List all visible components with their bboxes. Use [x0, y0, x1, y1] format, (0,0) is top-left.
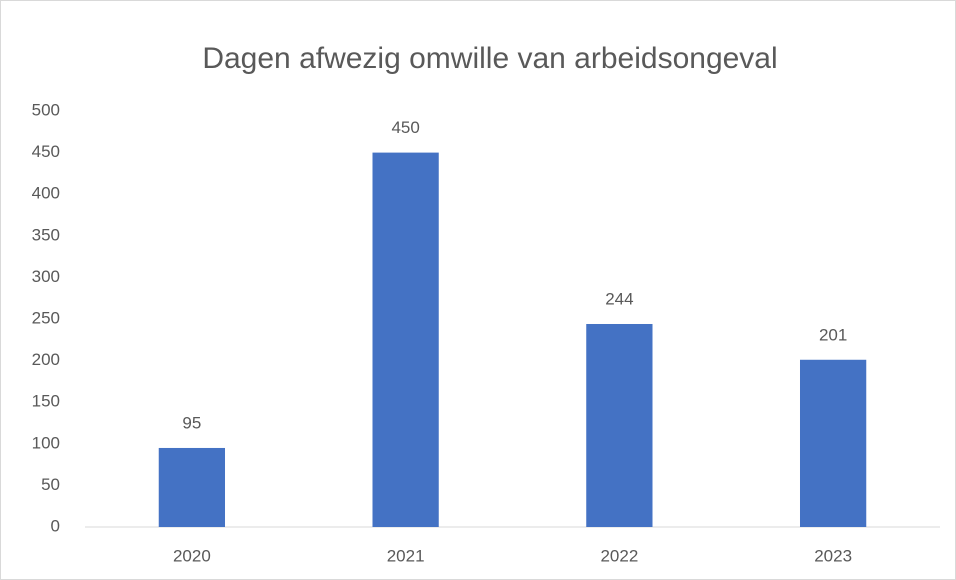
x-tick-label: 2023 — [814, 546, 852, 565]
y-tick-label: 50 — [41, 475, 60, 494]
chart-title: Dagen afwezig omwille van arbeidsongeval — [202, 42, 777, 75]
x-tick-label: 2021 — [387, 546, 425, 565]
data-label: 450 — [391, 118, 419, 137]
bar — [799, 359, 867, 527]
data-label: 95 — [182, 413, 201, 432]
y-tick-label: 450 — [32, 142, 60, 161]
y-tick-label: 400 — [32, 184, 60, 203]
y-tick-label: 100 — [32, 433, 60, 452]
y-tick-label: 0 — [51, 516, 60, 535]
y-tick-label: 300 — [32, 267, 60, 286]
y-tick-label: 350 — [32, 225, 60, 244]
bar — [372, 152, 439, 527]
x-tick-label: 2022 — [600, 546, 638, 565]
data-label: 244 — [605, 289, 633, 308]
x-tick-label: 2020 — [173, 546, 211, 565]
bar — [158, 447, 226, 527]
y-tick-label: 200 — [32, 350, 60, 369]
bar — [586, 323, 653, 527]
data-label: 201 — [819, 325, 847, 344]
y-tick-label: 500 — [32, 100, 60, 119]
y-tick-label: 150 — [32, 392, 60, 411]
y-tick-label: 250 — [32, 308, 60, 327]
